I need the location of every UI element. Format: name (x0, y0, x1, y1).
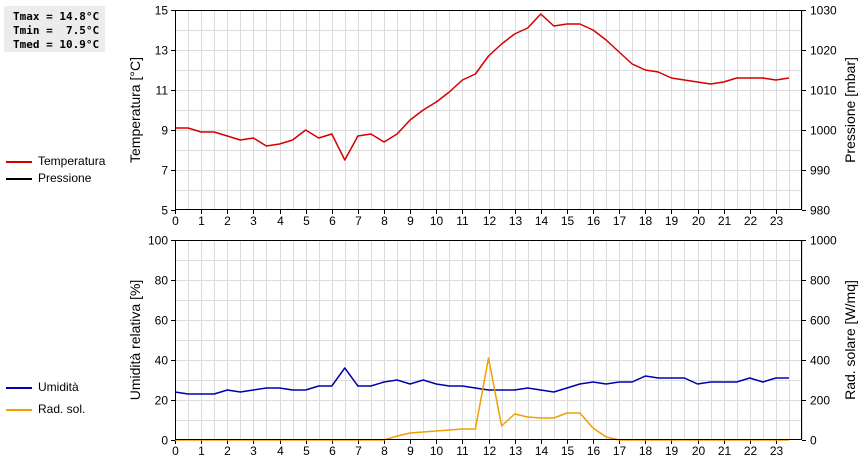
bottom-plot-frame (175, 240, 802, 440)
bottom-x-tick-label: 21 (718, 444, 732, 458)
bottom-y2-tick-label: 200 (810, 394, 830, 408)
top-x-tick-label: 15 (561, 214, 575, 228)
bottom-x-tick-label: 5 (303, 444, 310, 458)
bottom-y2-tick-label: 0 (810, 434, 817, 448)
bottom-x-tick-label: 1 (198, 444, 205, 458)
bottom-y2-axis-title: Rad. solare [W/mq] (842, 280, 858, 400)
bottom-x-tick-label: 10 (430, 444, 444, 458)
top-x-tick-label: 8 (381, 214, 388, 228)
top-y2-tick-label: 980 (810, 204, 830, 218)
bottom-x-tick-label: 7 (355, 444, 362, 458)
bottom-x-tick-label: 18 (639, 444, 653, 458)
top-x-tick-label: 11 (456, 214, 469, 228)
top-y2-tick-label: 1030 (810, 4, 837, 18)
stats-box: Tmax = 14.8°C Tmin = 7.5°C Tmed = 10.9°C (4, 6, 105, 52)
bottom-y-tick-label: 60 (155, 314, 169, 328)
top-x-tick-label: 17 (613, 214, 627, 228)
bottom-series-line-0 (174, 367, 789, 395)
top-x-tick-label: 22 (744, 214, 758, 228)
stat-tmin: Tmin = 7.5°C (13, 24, 100, 37)
top-y-tick-label: 5 (161, 204, 168, 218)
top-x-tick-label: 14 (535, 214, 549, 228)
top-x-tick-label: 4 (277, 214, 284, 228)
legend-label-pressione: Pressione (38, 171, 92, 185)
bottom-x-tick-label: 16 (587, 444, 601, 458)
bottom-x-tick-label: 8 (381, 444, 388, 458)
bottom-y-tick-label: 40 (155, 354, 169, 368)
legend-swatch-rad-sol (6, 409, 32, 411)
legend-label-rad-sol: Rad. sol. (38, 402, 86, 416)
top-x-tick-label: 3 (250, 214, 257, 228)
stat-tmed: Tmed = 10.9°C (13, 38, 100, 51)
top-x-tick-label: 12 (483, 214, 497, 228)
top-x-tick-label: 19 (665, 214, 679, 228)
bottom-chart: 0 1 2 3 4 5 6 7 8 9 10 11 12 13 14 15 16 17 18 19 20 21 22 2302… (127, 234, 858, 459)
bottom-x-tick-label: 3 (250, 444, 257, 458)
top-y2-tick-label: 1020 (810, 44, 837, 58)
legend-label-umidita: Umidità (38, 380, 79, 394)
bottom-y-tick-label: 20 (155, 394, 169, 408)
bottom-x-tick-label: 17 (613, 444, 627, 458)
bottom-x-tick-label: 15 (561, 444, 575, 458)
top-x-tick-label: 2 (224, 214, 231, 228)
bottom-x-tick-label: 23 (770, 444, 784, 458)
top-x-tick-label: 1 (198, 214, 205, 228)
top-x-tick-label: 10 (430, 214, 444, 228)
bottom-x-tick-label: 9 (407, 444, 414, 458)
top-y2-tick-label: 1000 (810, 124, 837, 138)
top-y2-tick-label: 990 (810, 164, 830, 178)
top-y-tick-label: 9 (161, 124, 168, 138)
bottom-y-tick-label: 80 (155, 274, 169, 288)
bottom-x-tick-label: 4 (277, 444, 284, 458)
top-x-tick-label: 18 (639, 214, 653, 228)
bottom-y2-tick-label: 800 (810, 274, 830, 288)
top-x-tick-label: 13 (509, 214, 523, 228)
top-x-tick-label: 0 (172, 214, 179, 228)
bottom-x-tick-label: 19 (665, 444, 679, 458)
bottom-y2-tick-label: 1000 (810, 234, 837, 248)
bottom-x-tick-label: 11 (456, 444, 469, 458)
top-y2-axis-title: Pressione [mbar] (842, 57, 858, 163)
bottom-x-tick-label: 13 (509, 444, 523, 458)
bottom-x-tick-label: 22 (744, 444, 758, 458)
bottom-x-tick-label: 0 (172, 444, 179, 458)
top-x-tick-label: 7 (355, 214, 362, 228)
top-y-tick-label: 11 (156, 84, 169, 98)
top-x-tick-label: 23 (770, 214, 784, 228)
top-x-tick-label: 16 (587, 214, 601, 228)
bottom-y-axis-title: Umidità relativa [%] (127, 280, 143, 401)
top-chart: 0 1 2 3 4 5 6 7 8 9 10 11 12 13 14 15 16 17 18 19 20 21 22 2357… (127, 4, 858, 229)
bottom-x-tick-label: 2 (224, 444, 231, 458)
bottom-x-tick-label: 12 (483, 444, 497, 458)
bottom-y-tick-label: 0 (161, 434, 168, 448)
legend-swatch-umidita (6, 387, 32, 389)
bottom-y2-tick-label: 600 (810, 314, 830, 328)
bottom-y-tick-label: 100 (148, 234, 168, 248)
top-y-axis-title: Temperatura [°C] (127, 57, 143, 163)
top-x-tick-label: 9 (407, 214, 414, 228)
top-plot-frame (175, 10, 802, 210)
legend-swatch-temperatura (6, 161, 32, 163)
bottom-x-tick-label: 20 (692, 444, 706, 458)
top-y-tick-label: 15 (155, 4, 169, 18)
top-x-tick-label: 21 (718, 214, 732, 228)
top-series-line-0 (175, 13, 790, 161)
legend-label-temperatura: Temperatura (38, 154, 106, 168)
bottom-y2-tick-label: 400 (810, 354, 830, 368)
top-x-tick-label: 6 (329, 214, 336, 228)
top-x-tick-label: 20 (692, 214, 706, 228)
top-y-tick-label: 7 (161, 164, 168, 178)
bottom-x-tick-label: 6 (329, 444, 336, 458)
top-x-tick-label: 5 (303, 214, 310, 228)
stat-tmax: Tmax = 14.8°C (13, 10, 100, 23)
bottom-x-tick-label: 14 (535, 444, 549, 458)
legend-swatch-pressione (6, 178, 32, 180)
top-y-tick-label: 13 (155, 44, 169, 58)
top-y2-tick-label: 1010 (810, 84, 837, 98)
